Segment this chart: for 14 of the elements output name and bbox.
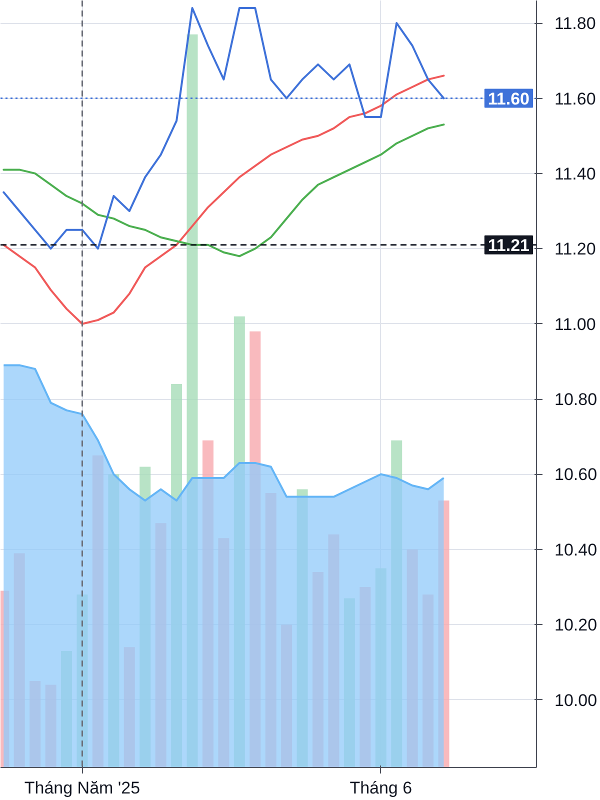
- y-tick-label: 11.80: [554, 14, 596, 34]
- y-tick-label: 10.20: [554, 616, 598, 635]
- y-tick-label: 10.80: [554, 390, 598, 410]
- y-tick-label: 11.40: [554, 164, 596, 184]
- ref-line-label: 11.60: [488, 89, 530, 108]
- y-tick-label: 10.60: [554, 465, 598, 484]
- x-tick-label: Tháng 6: [350, 778, 412, 798]
- ref-line-label: 11.21: [488, 236, 530, 255]
- y-tick-label: 11.20: [554, 240, 596, 259]
- y-tick-label: 11.00: [554, 314, 596, 334]
- y-tick-label: 10.40: [554, 540, 598, 560]
- x-tick-label: Tháng Năm '25: [24, 778, 140, 798]
- y-tick-label: 10.00: [554, 690, 598, 710]
- y-tick-label: 11.60: [554, 89, 596, 108]
